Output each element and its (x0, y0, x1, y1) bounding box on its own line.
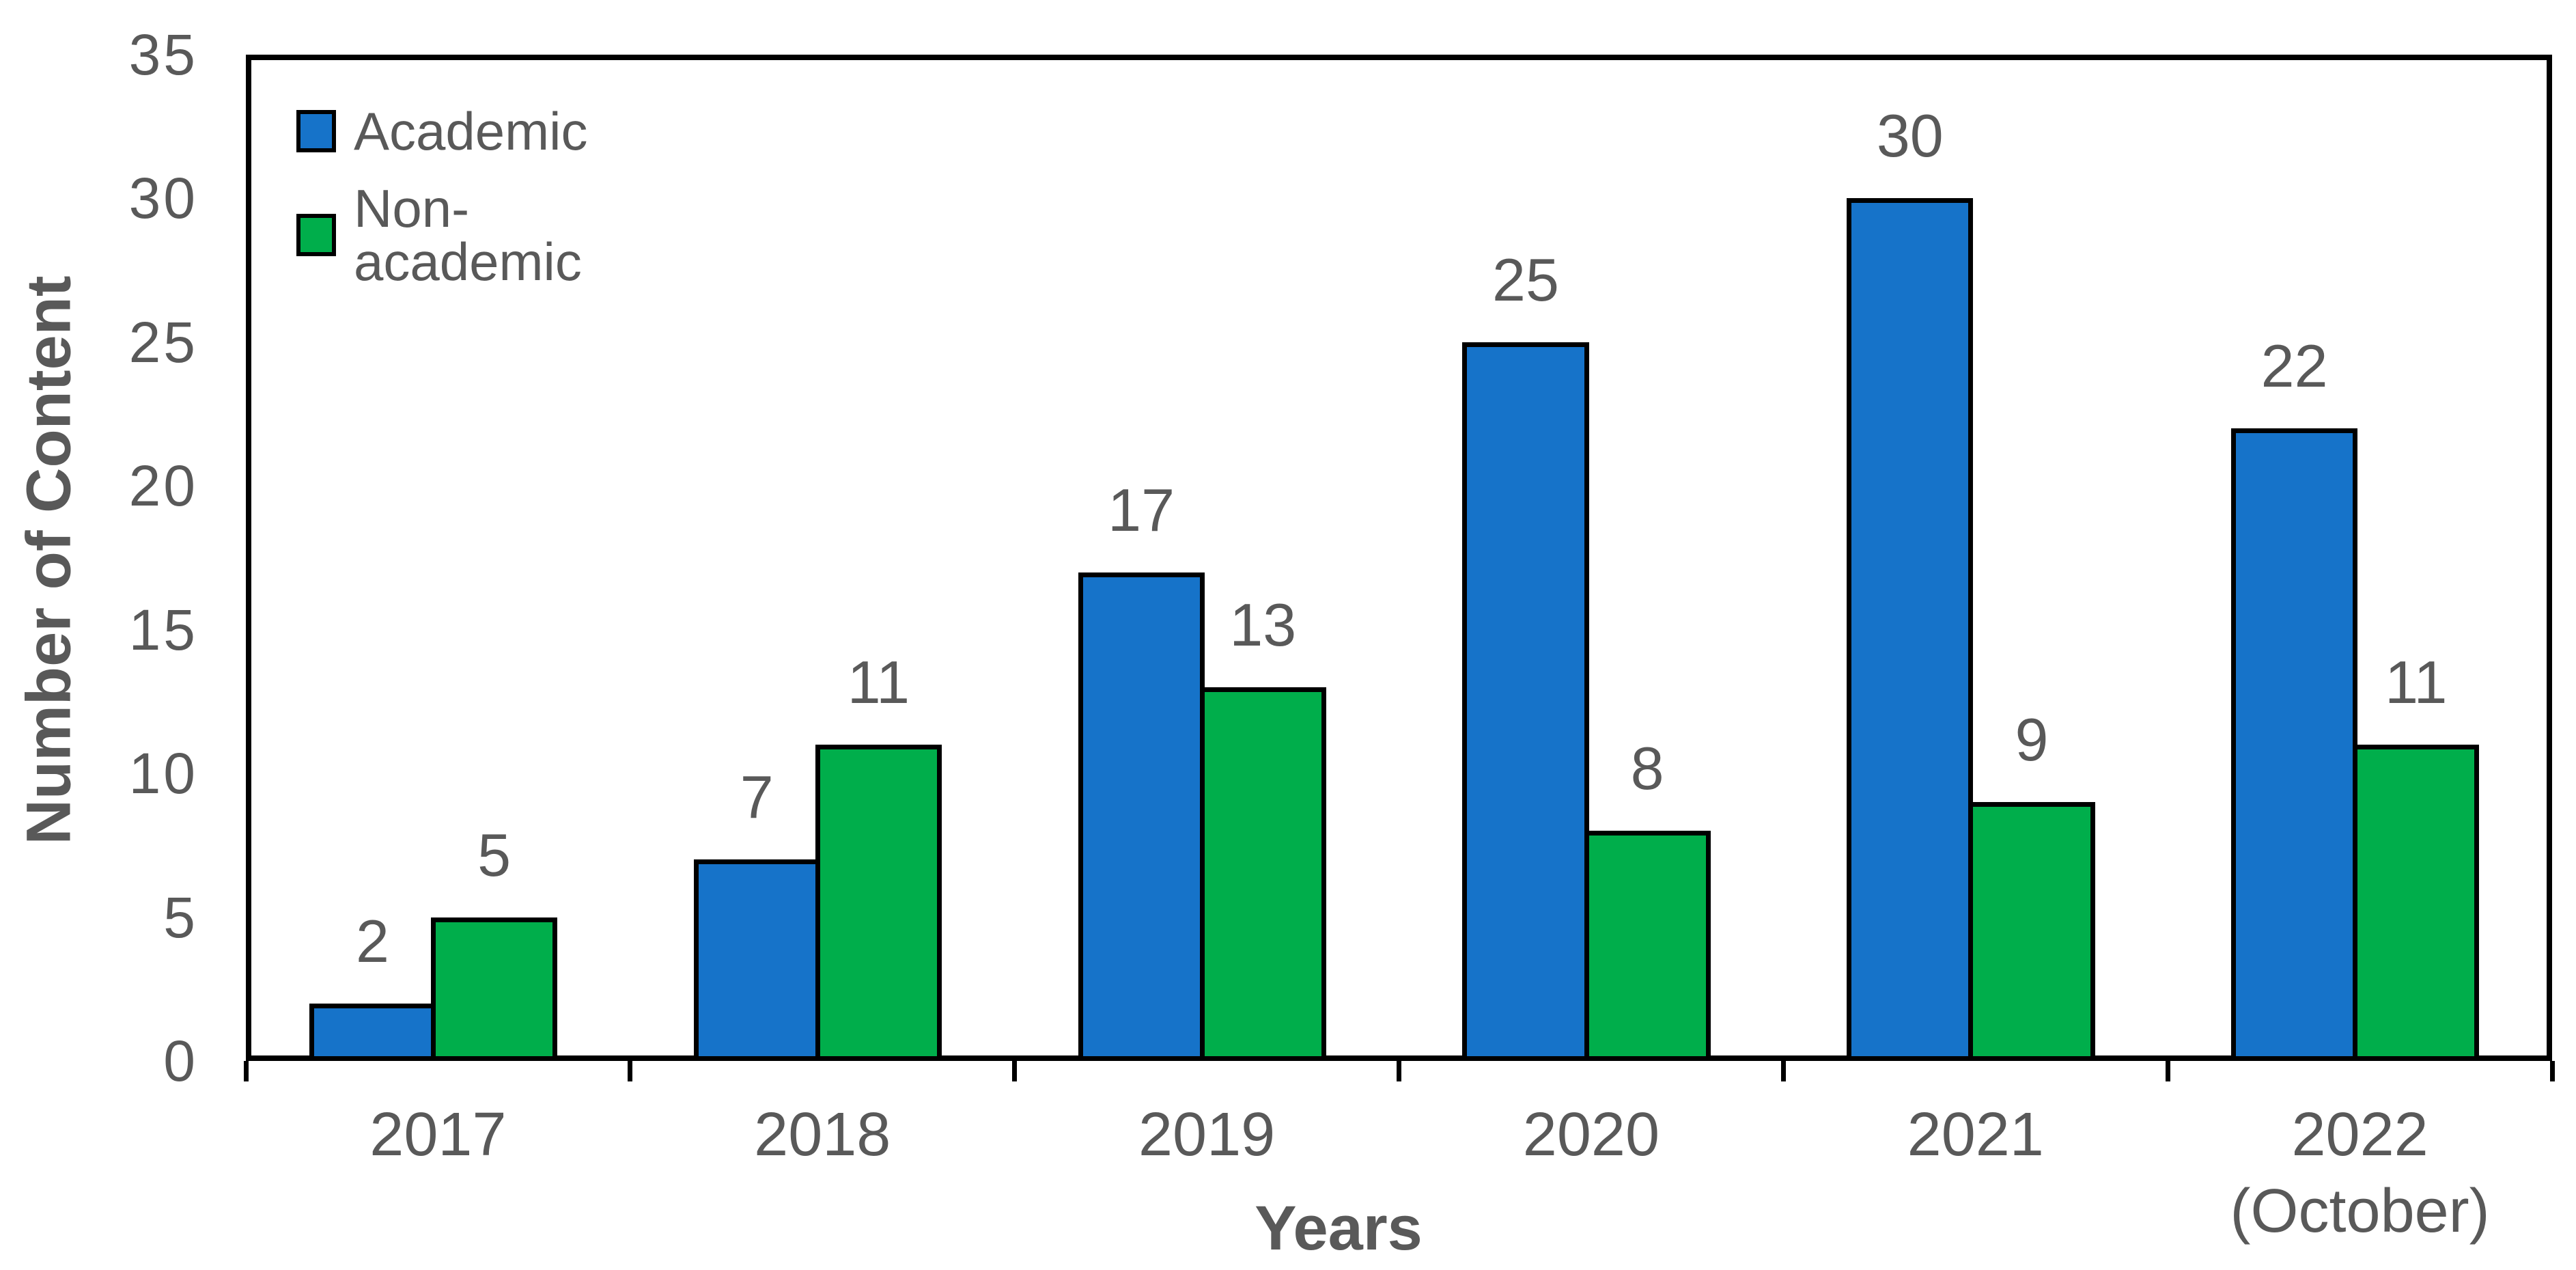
non-academic-legend-label: Non-academic (354, 178, 582, 292)
bar-value-label: 13 (1229, 590, 1297, 659)
non-academic-bar (815, 745, 942, 1061)
academic-legend-label: Academic (354, 101, 588, 161)
x-axis-tick-mark (2165, 1061, 2170, 1081)
non-academic-bar (1968, 802, 2095, 1061)
x-axis-category-label: 2020 (1523, 1096, 1660, 1173)
academic-bar (1078, 572, 1205, 1061)
x-axis-category-line: (October) (2230, 1177, 2490, 1245)
x-axis-tick-mark (1780, 1061, 1786, 1081)
academic-bar (1847, 198, 1974, 1061)
x-axis-title: Years (1255, 1193, 1423, 1263)
x-axis-category-label: 2017 (369, 1096, 506, 1173)
x-axis-category-label: 2018 (754, 1096, 891, 1173)
x-axis-category-line: 2020 (1522, 1101, 1660, 1169)
x-axis-category-label: 2021 (1907, 1096, 2044, 1173)
bar-value-label: 11 (847, 648, 910, 717)
bar-value-label: 25 (1492, 245, 1559, 314)
y-axis-tick-label: 35 (128, 23, 198, 87)
x-axis-category-label: 2022 (October) (2230, 1096, 2490, 1250)
x-axis-tick-mark (628, 1061, 633, 1081)
x-axis-category-line: 2019 (1138, 1101, 1276, 1169)
bar-value-label: 8 (1630, 734, 1664, 803)
academic-bar (693, 859, 820, 1061)
bar-value-label: 22 (2260, 332, 2328, 400)
x-axis-category-line: 2021 (1907, 1101, 2044, 1169)
x-axis-tick-mark (243, 1061, 249, 1081)
x-axis-category-line: 2017 (369, 1101, 507, 1169)
x-axis-tick-mark (2549, 1061, 2555, 1081)
y-axis-tick-label: 10 (128, 741, 198, 806)
y-axis-tick-label: 30 (128, 166, 198, 231)
y-axis-tick-label: 15 (128, 597, 198, 662)
academic-bar (2231, 428, 2358, 1061)
bar-value-label: 9 (2015, 706, 2049, 774)
y-axis-tick-label: 0 (163, 1029, 198, 1093)
bar-value-label: 2 (355, 907, 389, 975)
bar-value-label: 11 (2385, 648, 2448, 717)
x-axis-category-line: 2022 (2291, 1101, 2428, 1169)
x-axis-category-label: 2019 (1138, 1096, 1275, 1173)
academic-bar (309, 1003, 436, 1061)
bar-value-label: 30 (1876, 102, 1944, 170)
non-academic-bar (431, 917, 558, 1061)
plot-area (246, 55, 2552, 1061)
academic-bar (1462, 342, 1589, 1061)
bar-value-label: 17 (1108, 475, 1175, 544)
y-axis-tick-label: 20 (128, 454, 198, 519)
bar-value-label: 5 (477, 820, 512, 889)
y-axis-tick-label: 25 (128, 309, 198, 374)
non-academic-bar (2353, 745, 2480, 1061)
academic-legend-swatch (296, 110, 336, 152)
legend-item-academic: Academic (296, 105, 587, 158)
x-axis-category-line: 2018 (754, 1101, 891, 1169)
non-academic-bar (1584, 831, 1711, 1061)
legend-item-non-academic: Non-academic (296, 182, 582, 288)
bar-value-label: 7 (740, 763, 774, 831)
x-axis-tick-mark (1397, 1061, 1401, 1081)
non-academic-bar (1199, 687, 1326, 1061)
y-axis-tick-label: 5 (163, 885, 198, 950)
non-academic-legend-swatch (296, 214, 336, 256)
x-axis-tick-mark (1012, 1061, 1018, 1081)
